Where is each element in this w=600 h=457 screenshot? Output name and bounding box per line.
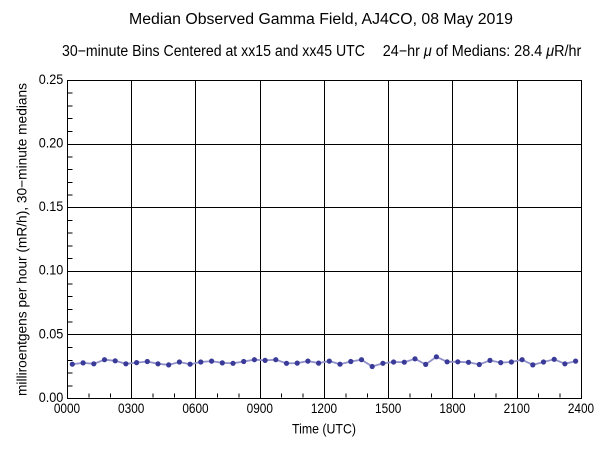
svg-text:30−minute Bins Centered at xx1: 30−minute Bins Centered at xx15 and xx45… xyxy=(62,43,365,60)
svg-text:0.00: 0.00 xyxy=(39,389,64,405)
svg-text:0.15: 0.15 xyxy=(39,198,64,214)
svg-text:0.05: 0.05 xyxy=(39,325,64,341)
svg-text:milliroentgens per hour (mR/h): milliroentgens per hour (mR/h), 30−minut… xyxy=(14,83,30,396)
svg-text:Median Observed Gamma Field, A: Median Observed Gamma Field, AJ4CO, 08 M… xyxy=(129,11,513,28)
svg-text:0.20: 0.20 xyxy=(39,135,64,151)
svg-text:1500: 1500 xyxy=(375,400,401,416)
svg-text:0.10: 0.10 xyxy=(39,262,64,278)
svg-text:0600: 0600 xyxy=(182,400,208,416)
svg-text:2100: 2100 xyxy=(504,400,530,416)
svg-text:0000: 0000 xyxy=(54,400,80,416)
svg-text:1200: 1200 xyxy=(311,400,337,416)
svg-text:0300: 0300 xyxy=(118,400,144,416)
svg-text:24−hr μ of Medians: 28.4 μR/hr: 24−hr μ of Medians: 28.4 μR/hr xyxy=(383,43,582,60)
svg-text:2400: 2400 xyxy=(568,400,594,416)
svg-text:0900: 0900 xyxy=(247,400,273,416)
svg-text:Time (UTC): Time (UTC) xyxy=(292,421,356,437)
svg-text:1800: 1800 xyxy=(439,400,465,416)
svg-text:0.25: 0.25 xyxy=(39,71,64,87)
